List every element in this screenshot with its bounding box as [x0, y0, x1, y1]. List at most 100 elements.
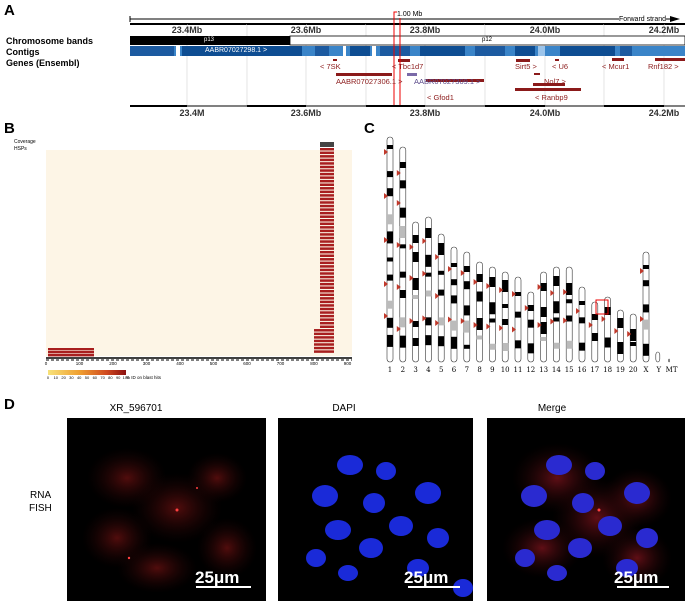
row-label-fish: FISH — [29, 503, 52, 514]
track-label-contigs: Contigs — [6, 47, 40, 57]
lncrna-marker — [537, 284, 542, 290]
hsp-bar — [320, 265, 334, 268]
scale-bar — [196, 586, 251, 588]
chromosome-label: 17 — [590, 366, 600, 374]
gene-label: < Mcur1 — [602, 62, 630, 71]
chromosome — [640, 251, 650, 363]
hsp-bar — [320, 151, 334, 155]
chromosome-label: 10 — [500, 366, 510, 374]
chromosome — [384, 136, 394, 363]
contig-label: AABR07027298.1 > — [205, 47, 268, 54]
axis-tick-label: 200 — [109, 361, 117, 366]
gene-label: < Ranbp9 — [535, 93, 568, 102]
gene-label: < 7SK — [320, 62, 341, 71]
hsp-bar — [320, 229, 334, 233]
hsp-bar — [320, 172, 334, 176]
hsp-bar — [320, 275, 334, 279]
chromosome — [460, 251, 471, 363]
hsp-bar — [320, 286, 334, 289]
lncrna-marker — [499, 325, 504, 331]
axis-tick-label: 500 — [209, 361, 218, 366]
lncrna-marker — [435, 254, 440, 260]
chromosome — [448, 246, 458, 363]
hsp-bar — [320, 158, 334, 162]
chromosome-label: 7 — [464, 366, 470, 374]
bottom-tick: 24.2Mb — [648, 108, 680, 118]
lncrna-marker — [422, 270, 427, 277]
hsp-bar — [320, 208, 334, 211]
chromosome-label: 5 — [438, 366, 444, 374]
lncrna-marker — [448, 266, 452, 272]
legend-tick-label: 100 — [122, 375, 130, 380]
chromosome — [435, 233, 445, 363]
chromosome — [627, 313, 637, 363]
hsp-bar — [314, 343, 334, 346]
chromosome-label: 16 — [577, 366, 587, 374]
karyotype-graphics — [384, 136, 670, 363]
chromosome-label: 12 — [526, 366, 536, 374]
hsp-bar — [320, 282, 334, 286]
fish-image-rna: 25μm — [67, 418, 266, 601]
gene-label: AABR07027309.1 > — [414, 77, 481, 86]
legend-tick-label: 10 — [53, 375, 59, 380]
lncrna-marker — [640, 268, 644, 274]
gene-label: Nol7 > — [544, 77, 566, 86]
lncrna-marker — [512, 326, 516, 333]
track-label-bands: Chromosome bands — [6, 36, 94, 46]
lncrna-marker — [473, 279, 478, 285]
hsp-bar — [320, 176, 334, 179]
fish-image-merge: 25μm — [487, 418, 685, 601]
hsp-bar — [320, 187, 334, 190]
axis-tick-label: 300 — [142, 361, 151, 366]
axis-tick-label: 700 — [276, 361, 285, 366]
chromosome — [655, 351, 661, 363]
bottom-tick: 23.6Mb — [290, 108, 322, 118]
hsp-bar — [320, 300, 334, 304]
lncrna-marker — [601, 316, 606, 322]
lncrna-marker — [550, 290, 555, 296]
chromosome — [537, 271, 547, 363]
lncrna-marker — [627, 331, 632, 337]
hsp-bar — [314, 336, 334, 339]
lncrna-marker — [384, 149, 388, 155]
chromosome — [499, 271, 509, 363]
chromosome — [563, 266, 573, 363]
row-label-rna: RNA — [30, 490, 52, 501]
panel-d-letter: D — [4, 396, 15, 413]
lncrna-marker — [396, 284, 401, 290]
lncrna-marker — [396, 242, 401, 248]
top-tick: 24.2Mb — [648, 25, 680, 35]
lncrna-marker — [384, 313, 388, 319]
chromosome-label: 9 — [490, 366, 495, 374]
hsp-bar — [314, 329, 334, 332]
chromosome — [524, 291, 535, 363]
lncrna-marker — [576, 308, 580, 314]
lncrna-marker — [409, 318, 414, 324]
lncrna-marker — [563, 289, 568, 295]
hsp-bar — [314, 339, 334, 343]
chromosome — [576, 286, 586, 363]
hsp-bar — [320, 194, 334, 197]
genome-browser-graphics — [129, 11, 685, 107]
scale-label: 25μm — [614, 568, 659, 587]
hsp-bar — [320, 219, 334, 222]
highlight-box — [595, 299, 609, 315]
chromosome — [614, 309, 624, 363]
hsp-bar — [320, 243, 334, 247]
lncrna-marker — [524, 305, 529, 311]
hsp-bar — [320, 290, 334, 293]
legend-tick-label: 40 — [76, 375, 82, 380]
hsp-bar — [320, 211, 334, 215]
hsp-bar — [320, 293, 334, 297]
bottom-tick: 23.8Mb — [409, 108, 441, 118]
chromosome — [601, 296, 611, 363]
coverage-label: Coverage — [14, 139, 36, 145]
lncrna-marker — [486, 323, 491, 330]
scale-label: 25μm — [404, 568, 449, 587]
top-tick: 23.4Mb — [171, 25, 203, 35]
panel-c-letter: C — [364, 120, 375, 137]
legend-tick-label: 90 — [115, 375, 121, 380]
fish-image-dapi: 25μm — [278, 418, 473, 601]
lncrna-marker — [460, 270, 465, 276]
lncrna-marker — [409, 244, 414, 250]
